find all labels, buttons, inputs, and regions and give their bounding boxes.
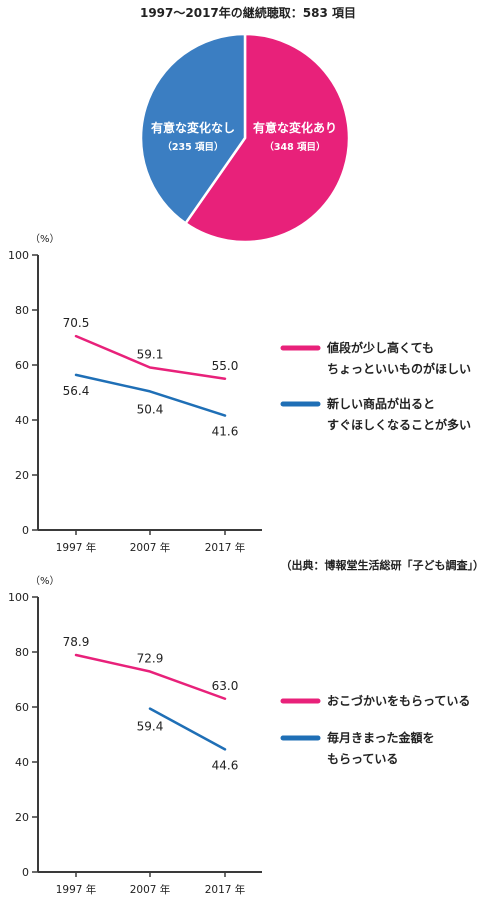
pie-slice-label: 有意な変化なし bbox=[151, 120, 235, 135]
data-label: 56.4 bbox=[63, 384, 90, 398]
y-tick-label: 20 bbox=[15, 469, 29, 482]
y-tick-label: 60 bbox=[15, 701, 29, 714]
line-chart-allowance: （%） 0 20 40 60 80 100 1997 年 2007 年 2017 年 78.9 72.… bbox=[8, 575, 470, 896]
legend-label: ちょっといいものがほしい bbox=[327, 361, 471, 376]
data-label: 70.5 bbox=[63, 316, 90, 330]
legend-label: もらっている bbox=[327, 752, 398, 766]
data-label: 59.1 bbox=[137, 347, 164, 361]
y-tick-label: 20 bbox=[15, 811, 29, 824]
x-tick-label: 2017 年 bbox=[205, 883, 246, 896]
legend-label: 新しい商品が出ると bbox=[327, 396, 435, 411]
x-tick-label: 2007 年 bbox=[130, 541, 171, 554]
data-label: 55.0 bbox=[212, 359, 239, 373]
x-tick-label: 1997 年 bbox=[56, 541, 97, 554]
legend-label: 値段が少し高くても bbox=[326, 340, 434, 355]
y-tick-label: 40 bbox=[15, 414, 29, 427]
pie-slice-sublabel: （348 項目） bbox=[264, 141, 325, 153]
data-label: 78.9 bbox=[63, 635, 90, 649]
pie-slice-label: 有意な変化あり bbox=[253, 120, 337, 135]
data-label: 44.6 bbox=[212, 758, 239, 772]
y-tick-label: 40 bbox=[15, 756, 29, 769]
data-label: 59.4 bbox=[137, 720, 164, 734]
y-tick-label: 0 bbox=[22, 866, 29, 879]
x-tick-label: 2007 年 bbox=[130, 883, 171, 896]
legend-label: すぐほしくなることが多い bbox=[327, 417, 471, 432]
pie-slice-sublabel: （235 項目） bbox=[162, 141, 223, 153]
source-note: （出典：博報堂生活総研「子ども調査」） bbox=[280, 559, 485, 572]
y-tick-label: 60 bbox=[15, 359, 29, 372]
data-label: 63.0 bbox=[212, 679, 239, 693]
y-tick-label: 80 bbox=[15, 304, 29, 317]
pie-chart: 有意な変化あり （348 項目） 有意な変化なし （235 項目） bbox=[139, 32, 351, 244]
series-line-0 bbox=[74, 653, 227, 700]
legend-label: おこづかいをもらっている bbox=[327, 693, 470, 708]
pie-slice-1 bbox=[139, 32, 247, 226]
data-label: 41.6 bbox=[212, 425, 239, 439]
pie-chart-title: 1997～2017年の継続聴取：583 項目 bbox=[139, 6, 357, 20]
series-line-0 bbox=[74, 334, 227, 380]
y-tick-label: 80 bbox=[15, 646, 29, 659]
y-axis-unit: （%） bbox=[30, 575, 60, 587]
pie-slice-0 bbox=[183, 32, 351, 244]
legend-label: 毎月きまった金額を bbox=[327, 730, 435, 745]
x-tick-label: 2017 年 bbox=[205, 541, 246, 554]
y-tick-label: 0 bbox=[22, 524, 29, 537]
series-line-1 bbox=[74, 373, 227, 417]
data-label: 72.9 bbox=[137, 652, 164, 666]
x-tick-label: 1997 年 bbox=[56, 883, 97, 896]
line-chart-purchase-attitude: （%） 0 20 40 60 80 100 1997 年 2007 年 2017 年 70.5 59.… bbox=[8, 233, 471, 554]
y-tick-label: 100 bbox=[8, 591, 29, 604]
y-axis-unit: （%） bbox=[30, 233, 60, 245]
data-label: 50.4 bbox=[137, 402, 164, 416]
y-tick-label: 100 bbox=[8, 249, 29, 262]
series-line-1 bbox=[148, 707, 227, 751]
